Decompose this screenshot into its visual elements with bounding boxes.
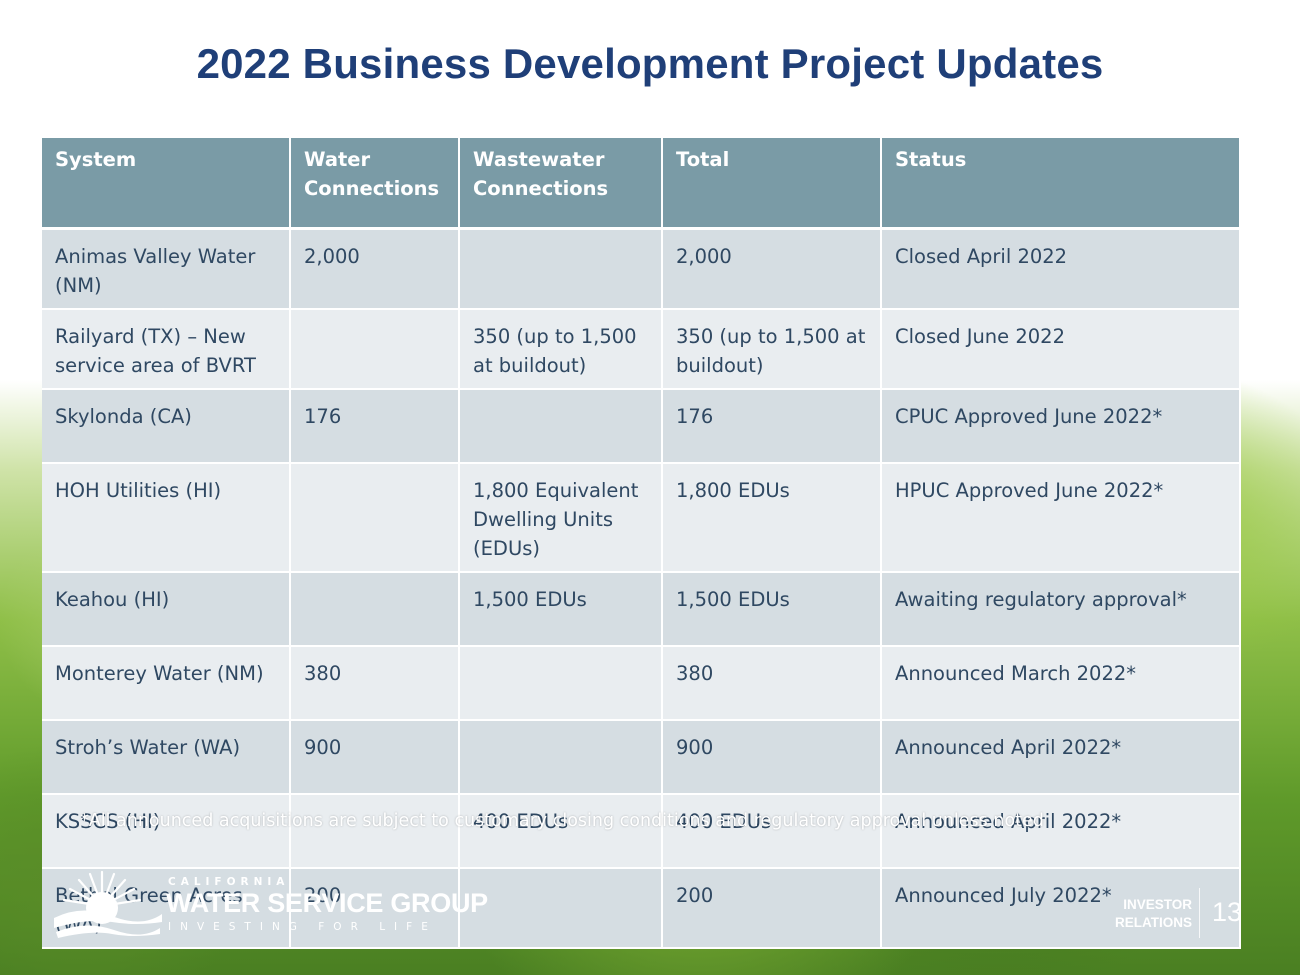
cell-water: 200 [290, 868, 460, 949]
cell-wastewater: 1,800 Equivalent Dwelling Units (EDUs) [459, 463, 663, 573]
sun-wave-icon [54, 870, 162, 938]
cell-total: 176 [662, 388, 882, 464]
cell-system: Monterey Water (NM) [42, 645, 291, 721]
table-header-row: System Water Connections Wastewater Conn… [42, 138, 1241, 230]
page-title: 2022 Business Development Project Update… [196, 40, 1104, 87]
cell-wastewater [459, 228, 663, 310]
cell-wastewater [459, 388, 663, 464]
cell-water: 380 [290, 645, 460, 721]
cell-wastewater [459, 868, 663, 949]
table-row: Railyard (TX) – New service area of BVRT… [42, 309, 1241, 390]
cell-status: HPUC Approved June 2022* [881, 463, 1241, 573]
investor-relations-label: INVESTOR RELATIONS [1100, 896, 1192, 932]
cell-status: Closed April 2022 [881, 228, 1241, 310]
cell-wastewater: 350 (up to 1,500 at buildout) [459, 309, 663, 390]
cell-total: 2,000 [662, 228, 882, 310]
cell-total: 1,800 EDUs [662, 463, 882, 573]
company-logo: CALIFORNIA WATER SERVICE GROUP INVESTING… [52, 866, 512, 946]
table-row: Stroh’s Water (WA) 900 900 Announced Apr… [42, 720, 1241, 795]
footnote: *All announced acquisitions are subject … [80, 811, 1044, 831]
divider [1199, 888, 1200, 938]
table-row: KSSCS (HI) 400 EDUs 400 EDUs Announced A… [42, 794, 1241, 869]
header-total: Total [662, 138, 882, 230]
cell-system: Stroh’s Water (WA) [42, 720, 291, 795]
cell-status: Closed June 2022 [881, 309, 1241, 390]
cell-system: Skylonda (CA) [42, 388, 291, 464]
cell-status: Announced July 2022* [881, 868, 1241, 949]
cell-total: 900 [662, 720, 882, 795]
cell-system: Railyard (TX) – New service area of BVRT [42, 309, 291, 390]
cell-status: Announced April 2022* [881, 720, 1241, 795]
cell-total: 1,500 EDUs [662, 571, 882, 647]
table-row: Monterey Water (NM) 380 380 Announced Ma… [42, 645, 1241, 721]
investor-label: INVESTOR [1123, 897, 1192, 912]
cell-water [290, 309, 460, 390]
cell-total: 350 (up to 1,500 at buildout) [662, 309, 882, 390]
cell-system: Animas Valley Water (NM) [42, 228, 291, 310]
logo-company-name: WATER SERVICE GROUP [166, 888, 488, 918]
page-number: 13 [1212, 897, 1243, 927]
table-row: HOH Utilities (HI) 1,800 Equivalent Dwel… [42, 463, 1241, 573]
cell-total: 200 [662, 868, 882, 949]
table-row: Skylonda (CA) 176 176 CPUC Approved June… [42, 388, 1241, 464]
cell-wastewater: 1,500 EDUs [459, 571, 663, 647]
cell-status: CPUC Approved June 2022* [881, 388, 1241, 464]
cell-water [290, 794, 460, 869]
header-water-connections: Water Connections [290, 138, 460, 230]
project-table: System Water Connections Wastewater Conn… [42, 138, 1241, 949]
cell-status: Announced April 2022* [881, 794, 1241, 869]
cell-total: 400 EDUs [662, 794, 882, 869]
cell-water: 176 [290, 388, 460, 464]
cell-wastewater: 400 EDUs [459, 794, 663, 869]
cell-water [290, 463, 460, 573]
header-wastewater-connections: Wastewater Connections [459, 138, 663, 230]
cell-status: Announced March 2022* [881, 645, 1241, 721]
table-row: Bethel Green Acres (WA) 200 200 Announce… [42, 868, 1241, 949]
header-system: System [42, 138, 291, 230]
cell-system: HOH Utilities (HI) [42, 463, 291, 573]
cell-system: Keahou (HI) [42, 571, 291, 647]
cell-wastewater [459, 645, 663, 721]
logo-california: CALIFORNIA [168, 876, 290, 888]
relations-label: RELATIONS [1115, 915, 1192, 930]
cell-status: Awaiting regulatory approval* [881, 571, 1241, 647]
cell-water [290, 571, 460, 647]
table-row: Keahou (HI) 1,500 EDUs 1,500 EDUs Awaiti… [42, 571, 1241, 647]
logo-tagline: INVESTING FOR LIFE [168, 921, 437, 933]
header-status: Status [881, 138, 1241, 230]
cell-water: 900 [290, 720, 460, 795]
cell-wastewater [459, 720, 663, 795]
cell-total: 380 [662, 645, 882, 721]
cell-system: KSSCS (HI) [42, 794, 291, 869]
cell-water: 2,000 [290, 228, 460, 310]
table-row: Animas Valley Water (NM) 2,000 2,000 Clo… [42, 228, 1241, 310]
